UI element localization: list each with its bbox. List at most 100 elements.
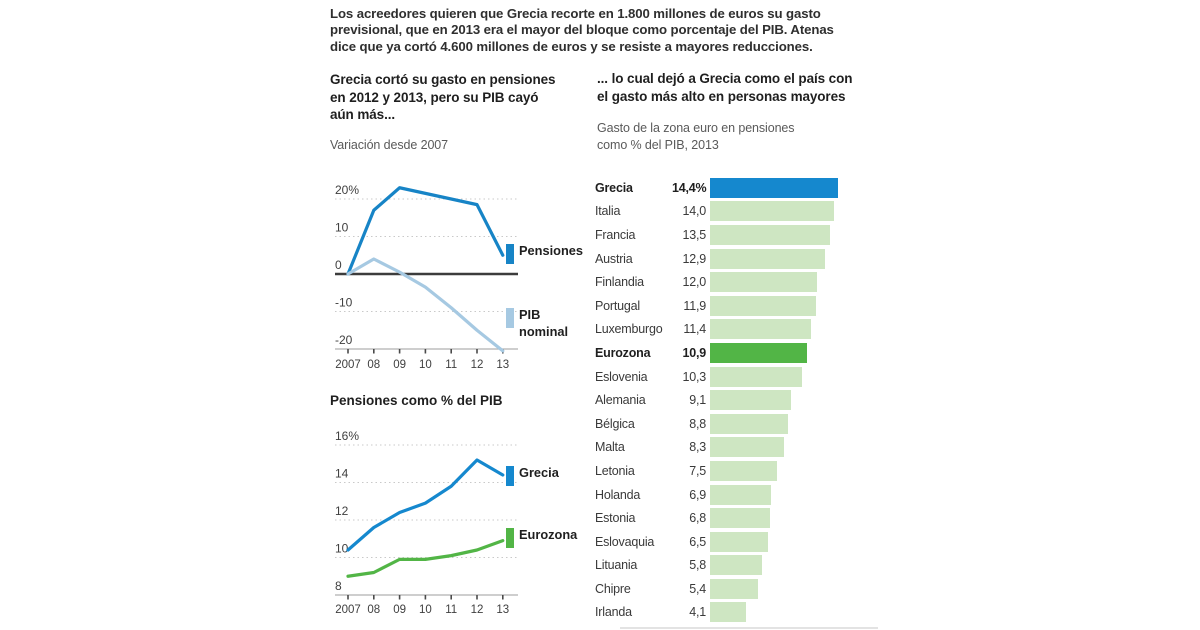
x-tick-label: 11 xyxy=(445,604,457,616)
x-tick-label: 09 xyxy=(393,359,406,371)
country-label: Holanda xyxy=(595,487,641,502)
country-value: 10,3 xyxy=(682,369,706,384)
country-label: Francia xyxy=(595,227,636,242)
legend-grecia-label: Grecia xyxy=(519,465,559,480)
bar-row-holanda: Holanda 6,9 xyxy=(595,483,890,507)
country-label: Luxemburgo xyxy=(595,322,663,337)
country-value: 9,1 xyxy=(689,393,706,408)
country-label: Finlandia xyxy=(595,275,644,290)
bar xyxy=(710,224,830,245)
x-tick-label: 12 xyxy=(471,604,484,616)
x-tick-label: 10 xyxy=(419,359,432,371)
bar-row-eurozona: Eurozona 10,9 xyxy=(595,341,890,365)
x-tick-label: 10 xyxy=(419,604,432,616)
country-label: Estonia xyxy=(595,511,636,526)
country-label: Eslovenia xyxy=(595,369,648,384)
series-line-eurozona xyxy=(346,539,505,578)
bar-row-eslovaquia: Eslovaquia 6,5 xyxy=(595,530,890,554)
country-value: 11,9 xyxy=(683,298,706,313)
bar xyxy=(710,555,762,576)
legend-pensiones-label: Pensiones xyxy=(519,243,584,258)
country-label: Austria xyxy=(595,251,633,266)
variation-line-chart: 20% 10 0 -10 -20 2007 08 09 10 11 12 13 xyxy=(335,183,518,371)
country-label: Eurozona xyxy=(595,345,651,360)
legend-pib-nominal: PIB nominal xyxy=(506,307,578,340)
y-tick-label: 12 xyxy=(335,504,349,518)
series-line-pib-nominal xyxy=(346,257,505,353)
y-tick-label: -10 xyxy=(335,296,353,310)
x-tick-label: 2007 xyxy=(335,604,361,616)
country-value: 11,4 xyxy=(683,322,706,337)
bar xyxy=(710,437,784,458)
bar xyxy=(710,201,835,222)
pension-spending-bar-chart: Grecia 14,4% Italia 14,0 Francia 13,5 Austria 1… xyxy=(595,176,890,624)
x-tick-label: 08 xyxy=(367,604,380,616)
country-label: Eslovaquia xyxy=(595,534,655,549)
x-tick-label: 08 xyxy=(367,359,380,371)
country-value: 13,5 xyxy=(682,227,706,242)
country-value: 12,0 xyxy=(682,275,706,290)
country-label: Letonia xyxy=(595,463,635,478)
bar xyxy=(710,319,812,340)
grecia-swatch xyxy=(506,466,514,486)
country-value: 5,8 xyxy=(689,558,706,573)
country-value: 5,4 xyxy=(689,581,706,596)
bar-row-alemania: Alemania 9,1 xyxy=(595,388,890,412)
bar xyxy=(710,177,839,198)
country-label: Bélgica xyxy=(595,416,635,431)
bar xyxy=(710,413,789,434)
series-line-grecia xyxy=(346,458,505,552)
y-tick-label: 8 xyxy=(335,579,342,593)
country-value: 12,9 xyxy=(682,251,706,266)
country-label: Malta xyxy=(595,440,625,455)
country-label: Chipre xyxy=(595,581,631,596)
bar xyxy=(710,578,758,599)
y-tick-label: 14 xyxy=(335,467,349,481)
y-tick-label: -20 xyxy=(335,333,353,347)
bar xyxy=(710,531,768,552)
bar-row-grecia: Grecia 14,4% xyxy=(595,176,890,200)
bar xyxy=(710,460,777,481)
eurozona-swatch xyxy=(506,528,514,548)
country-label: Alemania xyxy=(595,393,646,408)
bar-row-luxemburgo: Luxemburgo 11,4 xyxy=(595,318,890,342)
bar-row-eslovenia: Eslovenia 10,3 xyxy=(595,365,890,389)
country-value: 10,9 xyxy=(682,345,706,360)
gdp-share-chart-title: Pensiones como % del PIB xyxy=(330,393,503,408)
bar-row-italia: Italia 14,0 xyxy=(595,200,890,224)
x-tick-label: 11 xyxy=(445,359,457,371)
bar xyxy=(710,484,772,505)
bar-row-chipre: Chipre 5,4 xyxy=(595,577,890,601)
country-value: 7,5 xyxy=(689,463,706,478)
country-value: 6,5 xyxy=(689,534,706,549)
y-tick-label: 20% xyxy=(335,183,359,197)
bar xyxy=(710,272,817,293)
bar xyxy=(710,508,771,529)
bar-chart-heading: ... lo cual dejó a Grecia como el país c… xyxy=(597,71,853,104)
country-label: Portugal xyxy=(595,298,640,313)
bar-row-bélgica: Bélgica 8,8 xyxy=(595,412,890,436)
x-tick-label: 2007 xyxy=(335,359,361,371)
bar xyxy=(710,602,747,623)
bar xyxy=(710,295,816,316)
legend-pensiones: Pensiones xyxy=(506,243,583,264)
x-tick-label: 09 xyxy=(393,604,406,616)
bar-row-irlanda: Irlanda 4,1 xyxy=(595,601,890,625)
legend-pib-nominal-label: PIB nominal xyxy=(519,307,569,339)
country-value: 8,3 xyxy=(689,440,706,455)
series-line-pensiones xyxy=(346,186,505,276)
country-label: Italia xyxy=(595,204,621,219)
bar-row-letonia: Letonia 7,5 xyxy=(595,459,890,483)
legend-grecia: Grecia xyxy=(506,465,559,486)
bar-row-portugal: Portugal 11,9 xyxy=(595,294,890,318)
bar-row-lituania: Lituania 5,8 xyxy=(595,554,890,578)
pensiones-swatch xyxy=(506,244,514,264)
bar-chart-subtitle: Gasto de la zona euro en pensiones como … xyxy=(597,121,795,152)
x-tick-label: 13 xyxy=(496,359,509,371)
country-value: 14,4% xyxy=(672,180,707,195)
legend-eurozona: Eurozona xyxy=(506,527,577,548)
x-tick-label: 12 xyxy=(471,359,484,371)
bar-row-finlandia: Finlandia 12,0 xyxy=(595,270,890,294)
gdp-share-line-chart: 16% 14 12 10 8 2007 08 09 10 11 12 13 xyxy=(335,429,518,616)
country-value: 8,8 xyxy=(689,416,706,431)
